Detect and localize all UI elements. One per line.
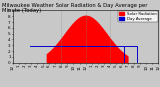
Text: Milwaukee Weather Solar Radiation & Day Average per Minute (Today): Milwaukee Weather Solar Radiation & Day … [2,3,147,13]
Legend: Solar Radiation, Day Average: Solar Radiation, Day Average [118,11,158,22]
Bar [124,46,137,63]
